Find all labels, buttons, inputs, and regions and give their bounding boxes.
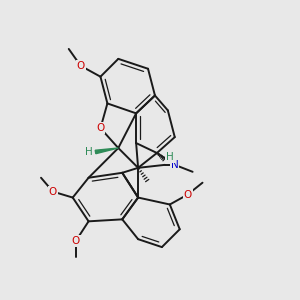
Text: O: O xyxy=(49,187,57,196)
Text: O: O xyxy=(184,190,192,200)
Text: H: H xyxy=(166,152,174,162)
Text: N: N xyxy=(171,160,178,170)
Text: O: O xyxy=(76,61,85,71)
Text: O: O xyxy=(96,123,105,133)
Text: O: O xyxy=(72,236,80,246)
Polygon shape xyxy=(95,148,118,154)
Text: H: H xyxy=(85,147,92,157)
